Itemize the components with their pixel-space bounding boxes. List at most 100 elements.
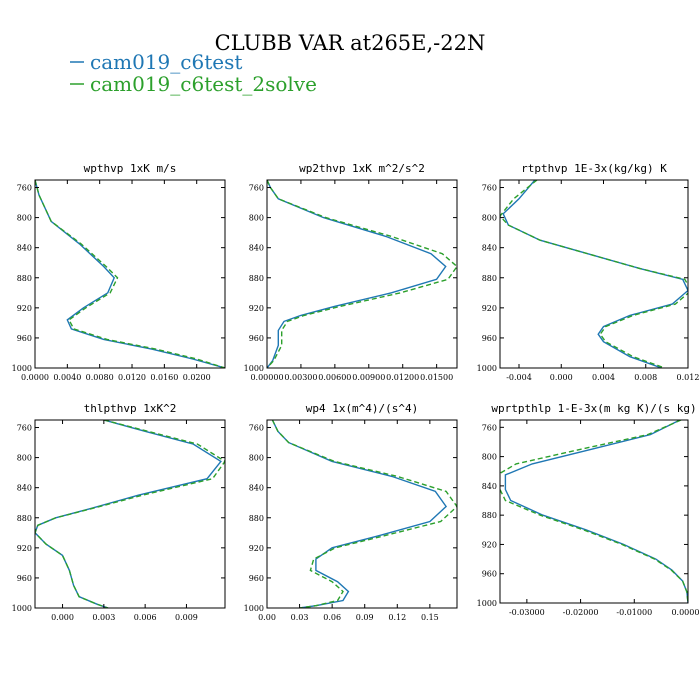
ytick-label: 920 [249,544,264,553]
ytick-label: 960 [482,570,497,579]
ytick-label: 760 [249,184,264,193]
ytick-label: 840 [482,482,497,491]
ytick-label: 920 [17,544,32,553]
figure-title: CLUBB VAR at265E,-22N [215,31,486,55]
legend-entry-1: cam019_c6test [90,50,242,74]
xtick-label: 0.012 [677,373,700,382]
ytick-label: 800 [17,214,32,223]
xtick-label: 0.06 [323,613,341,622]
ytick-label: 1000 [477,364,497,373]
plot-frame [34,419,226,609]
ytick-label: 880 [17,274,32,283]
legend: cam019_c6test cam019_c6test_2solve [70,50,317,96]
plot-frame [266,419,458,609]
ytick-label: 920 [17,304,32,313]
xtick-label: -0.004 [506,373,532,382]
xtick-label: 0.000 [51,613,74,622]
ytick-label: 760 [482,184,497,193]
panel-title: wpthvp 1xK m/s [84,162,177,175]
ytick-label: 960 [249,334,264,343]
plot-frame [266,179,458,369]
xtick-label: 0.00600 [318,373,351,382]
panel-6: wprtpthlp 1-E-3x(m kg K)/(s kg) 760 800 840… [477,402,700,617]
ytick-label: 840 [17,244,32,253]
ytick-label: 760 [249,424,264,433]
ytick-label: 800 [249,214,264,223]
ytick-label: 840 [482,244,497,253]
xtick-label: 0.0160 [150,373,178,382]
series-line-1 [267,180,447,368]
xtick-label: 0.0200 [183,373,211,382]
xtick-label: 0.03 [291,613,309,622]
ytick-label: 960 [482,334,497,343]
panel-title: thlpthvp 1xK^2 [84,402,177,415]
series-line-1 [35,420,222,608]
ytick-label: 920 [482,304,497,313]
panel-5: wp4 1x(m^4)/(s^4)76080084088092096010000… [244,402,458,622]
xtick-label: 0.01500 [420,373,453,382]
xtick-label: 0.006 [134,613,157,622]
series-line-2 [35,180,225,368]
ytick-label: 800 [17,454,32,463]
xtick-label: 0.09 [356,613,374,622]
ytick-label: 840 [17,484,32,493]
ytick-label: 920 [482,540,497,549]
series-line-1 [502,180,688,368]
ytick-label: 760 [17,424,32,433]
xtick-label: 0.00900 [352,373,385,382]
xtick-label: 0.01200 [386,373,419,382]
ytick-label: 800 [482,214,497,223]
ytick-label: 960 [17,574,32,583]
xtick-label: -0.03000 [509,608,545,617]
ytick-label: 800 [249,454,264,463]
series-line-2 [500,420,688,603]
panel-2: wp2thvp 1xK m^2/s^2 760 800 840 880 920 960 100… [244,162,458,382]
xtick-label: 0.00 [258,613,276,622]
panel-title: wp2thvp 1xK m^2/s^2 [299,162,425,175]
series-line-2 [35,420,225,608]
xtick-label: 0.00000 [250,373,283,382]
series-line-2 [267,180,457,368]
panel-4: thlpthvp 1xK^2 760 800 840 880 920 960 1000 0.00… [12,402,226,622]
ytick-label: 880 [482,274,497,283]
ytick-label: 960 [249,574,264,583]
xtick-label: 0.00000 [671,608,700,617]
xtick-label: 0.00300 [284,373,317,382]
legend-entry-2: cam019_c6test_2solve [90,72,317,96]
panel-title: wprtpthlp 1-E-3x(m kg K)/(s kg) [491,402,696,415]
ytick-label: 1000 [477,599,497,608]
ytick-label: 1000 [244,364,264,373]
xtick-label: 0.15 [421,613,439,622]
ytick-label: 760 [17,184,32,193]
series-line-1 [35,180,225,368]
xtick-label: 0.12 [388,613,406,622]
panel-title: rtpthvp 1E-3x(kg/kg) K [521,162,667,175]
xtick-label: 0.000 [550,373,573,382]
plot-frame [499,179,689,369]
xtick-label: -0.02000 [563,608,599,617]
xtick-label: 0.004 [592,373,615,382]
plot-frame [34,179,226,369]
ytick-label: 840 [249,484,264,493]
xtick-label: 0.009 [175,613,198,622]
xtick-label: 0.0080 [86,373,114,382]
xtick-label: -0.01000 [616,608,652,617]
panel-title: wp4 1x(m^4)/(s^4) [306,402,419,415]
series-line-2 [500,180,688,368]
xtick-label: 0.008 [634,373,657,382]
series-line-1 [271,420,448,608]
xtick-label: 0.0120 [118,373,146,382]
ytick-label: 760 [482,423,497,432]
ytick-label: 960 [17,334,32,343]
ytick-label: 920 [249,304,264,313]
xtick-label: 0.0040 [53,373,81,382]
ytick-label: 800 [482,453,497,462]
ytick-label: 1000 [12,364,32,373]
xtick-label: 0.0000 [21,373,49,382]
ytick-label: 880 [249,514,264,523]
ytick-label: 1000 [244,604,264,613]
xtick-label: 0.003 [92,613,115,622]
ytick-label: 880 [249,274,264,283]
plot-frame [499,419,689,604]
